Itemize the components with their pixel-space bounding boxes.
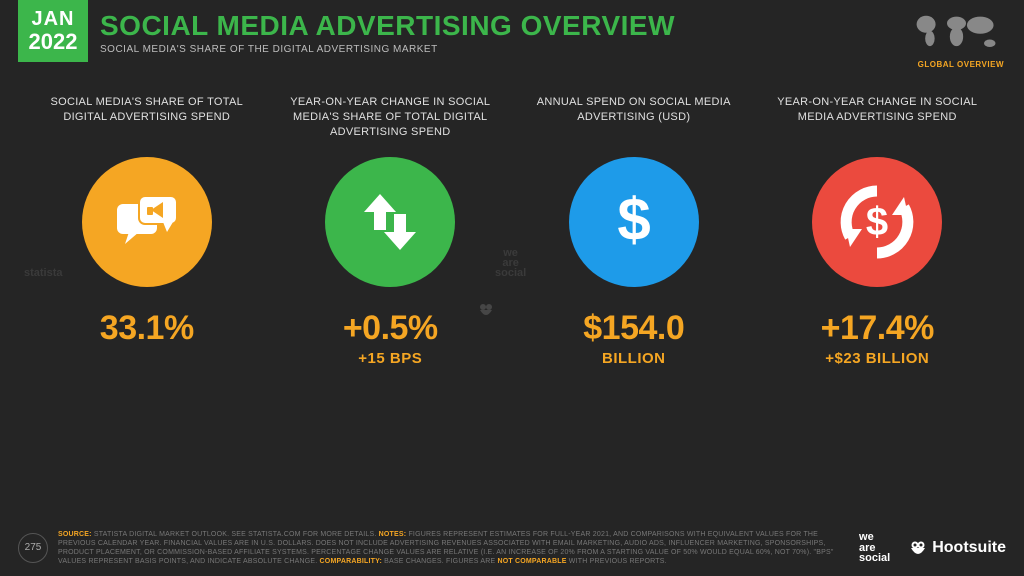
metric-annual-spend: ANNUAL SPEND ON SOCIAL MEDIA ADVERTISING… [517,95,751,367]
date-badge: JAN 2022 [18,0,88,62]
arrows-updown-icon [350,182,430,262]
not-comparable: NOT COMPARABLE [497,558,566,565]
page-title: SOCIAL MEDIA ADVERTISING OVERVIEW [100,10,904,42]
wearesocial-watermark: we are social [495,249,526,279]
world-map-icon [909,10,1004,53]
owl-watermark-icon [476,300,496,320]
megaphone-chat-icon [107,182,187,262]
metric-value: $154.0 [517,309,751,348]
statista-watermark: statista [24,267,63,279]
header: SOCIAL MEDIA ADVERTISING OVERVIEW SOCIAL… [100,10,904,55]
metric-label: YEAR-ON-YEAR CHANGE IN SOCIAL MEDIA'S SH… [274,95,508,143]
metric-yoy-share: YEAR-ON-YEAR CHANGE IN SOCIAL MEDIA'S SH… [274,95,508,367]
metric-yoy-spend: YEAR-ON-YEAR CHANGE IN SOCIAL MEDIA ADVE… [761,95,995,367]
dollar-cycle-icon: $ [832,177,922,267]
metric-label: SOCIAL MEDIA'S SHARE OF TOTAL DIGITAL AD… [30,95,264,143]
metric-sub: BILLION [517,350,751,367]
footer-text: SOURCE: STATISTA DIGITAL MARKET OUTLOOK.… [58,530,849,566]
page-number: 275 [18,533,48,563]
metric-circle [82,157,212,287]
metric-label: ANNUAL SPEND ON SOCIAL MEDIA ADVERTISING… [517,95,751,143]
world-map-label: GLOBAL OVERVIEW [909,60,1004,69]
world-map: GLOBAL OVERVIEW [909,10,1004,69]
metric-share: SOCIAL MEDIA'S SHARE OF TOTAL DIGITAL AD… [30,95,264,367]
metric-value: 33.1% [30,309,264,348]
svg-text:$: $ [617,186,650,253]
notes-label: NOTES: [379,531,407,538]
metric-sub: +15 BPS [274,350,508,367]
dollar-icon: $ [594,182,674,262]
metric-label: YEAR-ON-YEAR CHANGE IN SOCIAL MEDIA ADVE… [761,95,995,143]
hootsuite-logo: Hootsuite [908,538,1006,558]
metric-circle: $ [569,157,699,287]
metrics-row: SOCIAL MEDIA'S SHARE OF TOTAL DIGITAL AD… [30,95,994,367]
metric-circle [325,157,455,287]
wearesocial-logo: we are social [859,532,890,563]
metric-value: +17.4% [761,309,995,348]
badge-month: JAN [18,9,88,30]
footer: 275 SOURCE: STATISTA DIGITAL MARKET OUTL… [18,530,1006,566]
metric-value: +0.5% [274,309,508,348]
metric-circle: $ [812,157,942,287]
metric-sub: +$23 BILLION [761,350,995,367]
page-subtitle: SOCIAL MEDIA'S SHARE OF THE DIGITAL ADVE… [100,44,904,55]
comparability-label: COMPARABILITY: [320,558,382,565]
badge-year: 2022 [18,30,88,53]
hootsuite-label: Hootsuite [932,539,1006,557]
footer-logos: we are social Hootsuite [859,532,1006,563]
owl-icon [908,538,928,558]
svg-text:$: $ [866,200,888,244]
source-label: SOURCE: [58,531,92,538]
